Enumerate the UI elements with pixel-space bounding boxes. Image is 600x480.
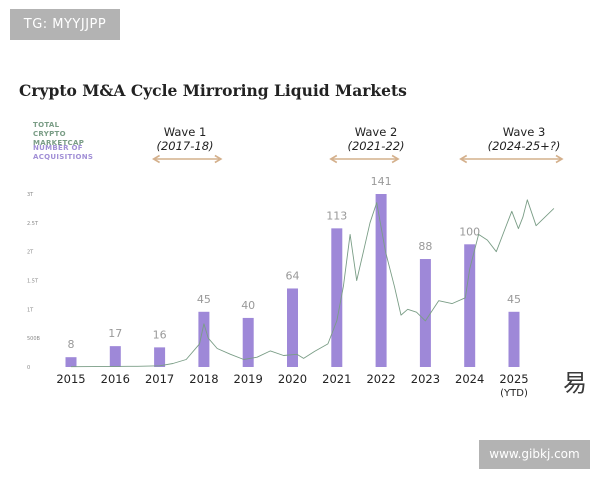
wave-arrow-head-right [391,154,400,164]
legend-acquisitions: NUMBER OF ACQUISITIONS [33,144,94,161]
x-tick-label: 2018 [189,372,218,386]
bar-value-label: 17 [108,327,122,340]
acquisition-bar [375,194,387,367]
wave-2-label: Wave 2 [354,125,398,139]
wave-arrow-head-right [214,154,223,164]
x-tick-label: 2023 [411,372,440,386]
acquisition-bar [242,317,254,367]
wave-2-annotation: Wave 2 (2021-22) [316,125,436,153]
bar-value-label: 8 [68,338,75,351]
brand-logo: 易 [563,369,587,397]
marketcap-line [70,199,555,368]
x-tick-label: 2019 [234,372,263,386]
x-tick-sublabel: (YTD) [500,388,528,399]
x-tick-label: 2016 [101,372,130,386]
wave-arrow-head-right [555,154,564,164]
legend-marketcap: TOTAL CRYPTO MARKETCAP [33,121,85,147]
wave-3-annotation: Wave 3 (2024-25+?) [464,125,584,153]
y-tick-label: 1.5T [27,279,39,285]
x-tick-label: 2024 [455,372,484,386]
x-tick-label: 2015 [56,372,85,386]
y-tick-label: 500B [27,336,41,342]
y-tick-label: 2.5T [27,221,39,227]
wave-1-annotation: Wave 1 (2017-18) [125,125,245,153]
y-tick-label: 2T [27,250,34,256]
wave-2-period: (2021-22) [347,139,405,153]
wave-arrow-head-left [329,154,338,164]
wave-3-label: Wave 3 [502,125,546,139]
y-tick-label: 1T [27,307,34,313]
wave-arrow-head-left [459,154,468,164]
acquisition-bar [109,346,121,367]
acquisition-bar [508,311,520,367]
x-tick-label: 2022 [366,372,395,386]
watermark-url: www.gibkj.com [479,440,590,469]
acquisition-bar [331,228,343,367]
y-tick-label: 0 [27,365,30,371]
bar-value-label: 113 [326,209,347,222]
x-tick-label: 2020 [278,372,307,386]
acquisition-bar [287,288,298,367]
x-tick-label: 2017 [145,372,174,386]
acquisition-bar [154,347,166,367]
telegram-badge: TG: MYYJJPP [10,9,120,40]
x-tick-label: 2025 [499,372,528,386]
acquisition-bar [464,244,476,367]
bar-value-label: 64 [286,269,300,282]
chart-title: Crypto M&A Cycle Mirroring Liquid Market… [19,81,407,100]
wave-1-period: (2017-18) [156,139,214,153]
acquisition-bar [198,311,210,367]
bar-value-label: 100 [459,225,480,238]
bar-value-label: 88 [418,240,432,253]
wave-arrow-head-left [152,154,161,164]
bar-value-label: 16 [153,328,167,341]
bar-value-label: 40 [241,299,255,312]
bar-value-label: 45 [197,293,211,306]
acquisition-bar [65,357,77,367]
y-tick-label: 3T [27,192,34,198]
x-tick-label: 2021 [322,372,351,386]
wave-1-label: Wave 1 [163,125,207,139]
wave-3-period: (2024-25+?) [487,139,561,153]
bar-value-label: 45 [507,293,521,306]
acquisition-bar [419,259,431,367]
bar-value-label: 141 [371,175,392,188]
